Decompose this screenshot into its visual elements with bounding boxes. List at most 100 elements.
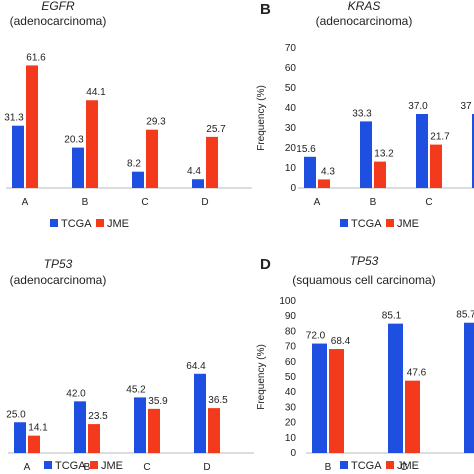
bar-tcga bbox=[312, 343, 327, 453]
bar-tcga bbox=[304, 156, 316, 188]
data-label: 13.2 bbox=[374, 149, 394, 160]
legend-swatch-tcga bbox=[50, 219, 58, 227]
y-axis-label: Frequency (%) bbox=[256, 85, 267, 151]
panel-letter: D bbox=[260, 256, 271, 273]
y-tick-label: 10 bbox=[285, 433, 297, 444]
bar-tcga bbox=[194, 373, 206, 453]
bar-tcga bbox=[360, 121, 372, 188]
x-tick-label: B bbox=[84, 462, 91, 473]
legend-swatch-tcga bbox=[340, 461, 348, 469]
y-tick-label: 40 bbox=[285, 103, 297, 114]
x-tick-label: B bbox=[370, 197, 377, 208]
bar-tcga bbox=[416, 114, 428, 188]
legend-label: JME bbox=[397, 460, 419, 472]
chart-title-sub: (squamous cell carcinoma) bbox=[292, 273, 435, 287]
chart-title-gene: KRAS bbox=[348, 0, 381, 13]
data-label: 21.7 bbox=[430, 132, 450, 143]
bar-jme bbox=[28, 435, 40, 453]
y-axis-label: Frequency (%) bbox=[256, 344, 267, 410]
x-tick-label: D bbox=[201, 197, 208, 208]
panel-letter: B bbox=[260, 1, 271, 18]
data-label: 61.6 bbox=[26, 52, 46, 63]
bar-tcga bbox=[134, 397, 146, 453]
y-tick-label: 0 bbox=[290, 183, 296, 194]
data-label: 85.1 bbox=[382, 311, 402, 322]
bar-jme bbox=[430, 144, 442, 188]
data-label: 20.3 bbox=[64, 135, 84, 146]
data-label: 4.3 bbox=[321, 166, 335, 177]
legend-label: TCGA bbox=[351, 218, 382, 230]
legend-label: JME bbox=[101, 460, 123, 472]
data-label: 14.1 bbox=[28, 423, 48, 434]
data-label: 85.7 bbox=[456, 310, 474, 321]
data-label: 64.4 bbox=[186, 361, 206, 372]
legend-swatch-jme bbox=[386, 219, 394, 227]
y-tick-label: 70 bbox=[285, 43, 297, 54]
data-label: 68.4 bbox=[331, 336, 351, 347]
x-tick-label: C bbox=[143, 462, 150, 473]
data-label: 23.5 bbox=[88, 411, 108, 422]
data-label: 35.9 bbox=[148, 396, 168, 407]
y-tick-label: 30 bbox=[285, 123, 297, 134]
bar-tcga bbox=[192, 179, 204, 188]
data-label: 47.6 bbox=[407, 368, 427, 379]
bar-jme bbox=[374, 161, 386, 188]
bar-jme bbox=[88, 424, 100, 453]
x-tick-label: D bbox=[203, 462, 210, 473]
bar-jme bbox=[86, 100, 98, 188]
y-tick-label: 40 bbox=[285, 387, 297, 398]
legend-swatch-jme bbox=[90, 461, 98, 469]
x-tick-label: C bbox=[400, 462, 407, 473]
data-label: 25.7 bbox=[206, 124, 226, 135]
legend-label: JME bbox=[397, 218, 419, 230]
legend-label: JME bbox=[107, 218, 129, 230]
bar-tcga bbox=[14, 422, 26, 453]
y-tick-label: 20 bbox=[285, 143, 297, 154]
y-tick-label: 60 bbox=[285, 357, 297, 368]
legend-swatch-jme bbox=[96, 219, 104, 227]
bar-jme bbox=[405, 380, 420, 453]
legend-label: TCGA bbox=[351, 460, 382, 472]
y-tick-label: 60 bbox=[285, 63, 297, 74]
y-tick-label: 0 bbox=[290, 448, 296, 459]
x-tick-label: A bbox=[24, 462, 31, 473]
data-label: 31.3 bbox=[4, 113, 24, 124]
chart-title-sub: (adenocarcinoma) bbox=[316, 14, 413, 28]
data-label: 25.0 bbox=[6, 409, 26, 420]
data-label: 72.0 bbox=[306, 331, 326, 342]
data-label: 29.3 bbox=[146, 117, 166, 128]
x-tick-label: C bbox=[141, 197, 148, 208]
data-label: 37.0 bbox=[408, 101, 428, 112]
chart-title-sub: (adenocarcinoma) bbox=[10, 273, 107, 287]
data-label: 8.2 bbox=[127, 159, 141, 170]
y-tick-label: 90 bbox=[285, 311, 297, 322]
y-tick-label: 50 bbox=[285, 372, 297, 383]
bar-tcga bbox=[74, 401, 86, 453]
bar-tcga bbox=[472, 114, 474, 188]
bar-tcga bbox=[12, 125, 24, 188]
y-tick-label: 70 bbox=[285, 342, 297, 353]
chart-title-sub: (adenocarcinoma) bbox=[10, 14, 107, 28]
bar-jme bbox=[208, 408, 220, 453]
bar-tcga bbox=[464, 322, 474, 453]
bar-jme bbox=[329, 349, 344, 453]
x-tick-label: B bbox=[82, 197, 89, 208]
y-tick-label: 30 bbox=[285, 402, 297, 413]
chart-title-gene: EGFR bbox=[41, 0, 75, 13]
y-tick-label: 20 bbox=[285, 418, 297, 429]
bar-jme bbox=[148, 408, 160, 453]
bar-tcga bbox=[72, 147, 84, 188]
data-label: 37 bbox=[460, 101, 472, 112]
y-tick-label: 50 bbox=[285, 83, 297, 94]
data-label: 42.0 bbox=[66, 388, 86, 399]
bar-jme bbox=[318, 179, 330, 188]
data-label: 4.4 bbox=[187, 166, 201, 177]
x-tick-label: A bbox=[22, 197, 29, 208]
data-label: 15.6 bbox=[296, 144, 316, 155]
x-tick-label: B bbox=[325, 462, 332, 473]
legend-swatch-tcga bbox=[340, 219, 348, 227]
data-label: 45.2 bbox=[126, 384, 146, 395]
y-tick-label: 100 bbox=[279, 296, 296, 307]
legend-label: TCGA bbox=[55, 460, 86, 472]
data-label: 33.3 bbox=[352, 108, 372, 119]
